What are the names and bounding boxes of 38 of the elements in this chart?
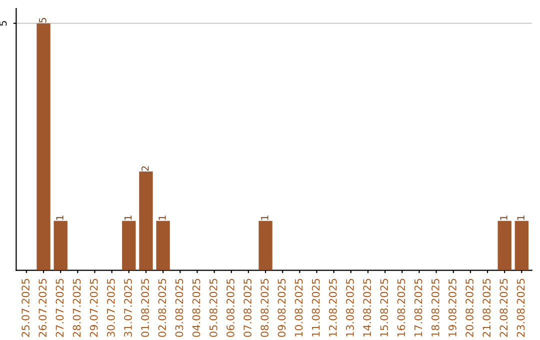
x-tick-label: 29.07.2025 [90,278,98,337]
x-tick-label: 06.08.2025 [226,278,234,337]
x-tick-label: 28.07.2025 [72,278,81,337]
x-tick-label: 22.08.2025 [500,278,508,337]
x-tick-label: 21.08.2025 [482,278,491,337]
x-tick-label: 26.07.2025 [38,278,47,337]
x-tick-label: 27.07.2025 [56,278,64,337]
x-tick-label: 31.07.2025 [124,278,132,337]
x-tick-label: 14.08.2025 [363,278,371,336]
x-tick-label: 17.08.2025 [414,278,422,336]
x-tick-label: 18.08.2025 [431,278,440,336]
data-label: 1 [56,216,64,220]
x-tick-label: 12.08.2025 [328,278,337,336]
x-tick-label: 25.07.2025 [22,278,30,337]
x-tick-label: 15.08.2025 [380,278,388,336]
data-label: 2 [141,166,149,171]
x-tick-label: 11.08.2025 [312,278,320,336]
x-tick-label: 04.08.2025 [192,278,200,337]
x-tick-label: 10.08.2025 [294,278,303,336]
data-label: 1 [500,216,508,220]
x-tick-label: 08.08.2025 [260,278,269,337]
x-tick-label: 16.08.2025 [397,278,406,336]
x-tick-label: 03.08.2025 [175,278,184,337]
x-tick-label: 19.08.2025 [448,278,456,336]
x-tick-label: 20.08.2025 [466,278,474,337]
x-tick-label: 05.08.2025 [209,278,218,337]
x-tick-label: 01.08.2025 [141,278,149,337]
x-tick-label: 07.08.2025 [244,278,252,337]
data-label: 1 [517,216,524,220]
data-label: 1 [261,216,268,220]
x-tick-label: 23.08.2025 [516,278,525,337]
data-label: 5 [39,18,46,23]
x-tick-label: 13.08.2025 [346,278,354,336]
x-tick-label: 02.08.2025 [158,278,166,337]
x-tick-label: 30.07.2025 [106,278,115,337]
data-label: 1 [158,216,166,220]
data-label: 1 [124,216,132,220]
x-tick-label: 09.08.2025 [278,278,286,337]
